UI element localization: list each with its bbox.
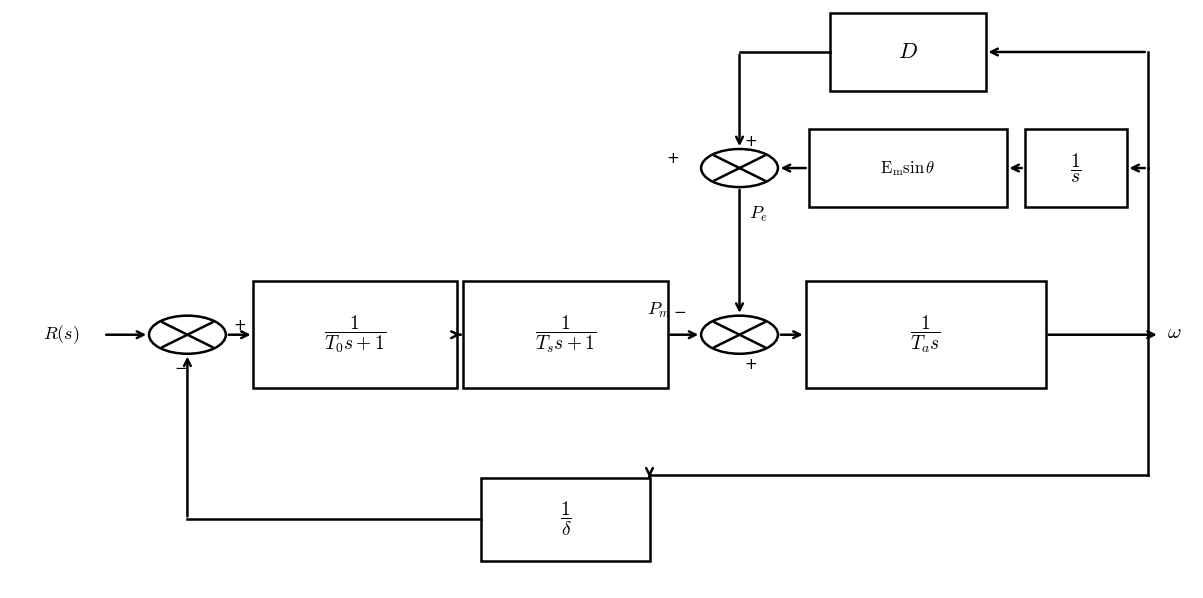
Text: $D$: $D$ (897, 41, 918, 63)
Bar (254, 281, 457, 388)
Bar (481, 478, 650, 561)
Text: +: + (745, 135, 758, 150)
Bar (808, 129, 1007, 207)
Bar (806, 281, 1045, 388)
Circle shape (701, 316, 778, 354)
Text: $\dfrac{1}{T_s s+1}$: $\dfrac{1}{T_s s+1}$ (534, 314, 597, 355)
Text: +: + (666, 151, 680, 166)
Text: $\dfrac{1}{s}$: $\dfrac{1}{s}$ (1069, 151, 1081, 185)
Text: $\mathrm{E_m}\sin\theta$: $\mathrm{E_m}\sin\theta$ (879, 158, 935, 178)
Text: +: + (233, 318, 245, 332)
Bar (1025, 129, 1126, 207)
Text: $-$: $-$ (173, 359, 186, 374)
Text: $\dfrac{1}{T_a s}$: $\dfrac{1}{T_a s}$ (911, 314, 941, 355)
Circle shape (701, 149, 778, 187)
Text: $\dfrac{1}{\delta}$: $\dfrac{1}{\delta}$ (559, 500, 571, 538)
Text: $P_m$: $P_m$ (647, 301, 671, 320)
Bar (463, 281, 668, 388)
Text: $R(s)$: $R(s)$ (43, 324, 79, 346)
Text: $-$: $-$ (672, 303, 686, 318)
Text: $P_e$: $P_e$ (749, 205, 768, 224)
Text: $\omega$: $\omega$ (1167, 323, 1181, 342)
Circle shape (149, 316, 226, 354)
Bar (830, 13, 985, 91)
Text: $\dfrac{1}{T_0 s+1}$: $\dfrac{1}{T_0 s+1}$ (325, 314, 386, 355)
Text: $+$: $+$ (745, 357, 758, 372)
